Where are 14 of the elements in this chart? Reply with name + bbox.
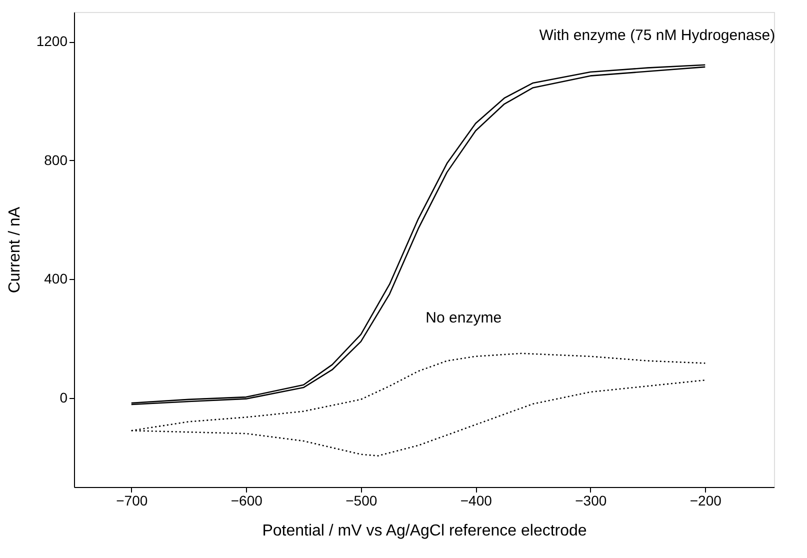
y-tick-label: 0 bbox=[60, 389, 68, 406]
y-tick-label: 800 bbox=[44, 152, 68, 168]
x-tick-label: −700 bbox=[116, 492, 148, 508]
x-tick-label: −400 bbox=[460, 492, 492, 508]
y-tick-label: 400 bbox=[44, 270, 68, 287]
x-tick-label: −500 bbox=[346, 492, 378, 508]
series-label: No enzyme bbox=[426, 309, 502, 326]
y-tick-label: 1200 bbox=[36, 33, 68, 50]
x-tick-label: −300 bbox=[575, 492, 607, 508]
text: With enzyme (75 nM Hydrogenase) bbox=[539, 26, 776, 44]
x-tick-label: −600 bbox=[230, 492, 263, 508]
x-tick-label: −200 bbox=[690, 492, 722, 508]
x-axis-title: Potential / mV vs Ag/AgCl reference electrode bbox=[262, 522, 587, 540]
y-axis-title: Current / nA bbox=[6, 206, 24, 294]
